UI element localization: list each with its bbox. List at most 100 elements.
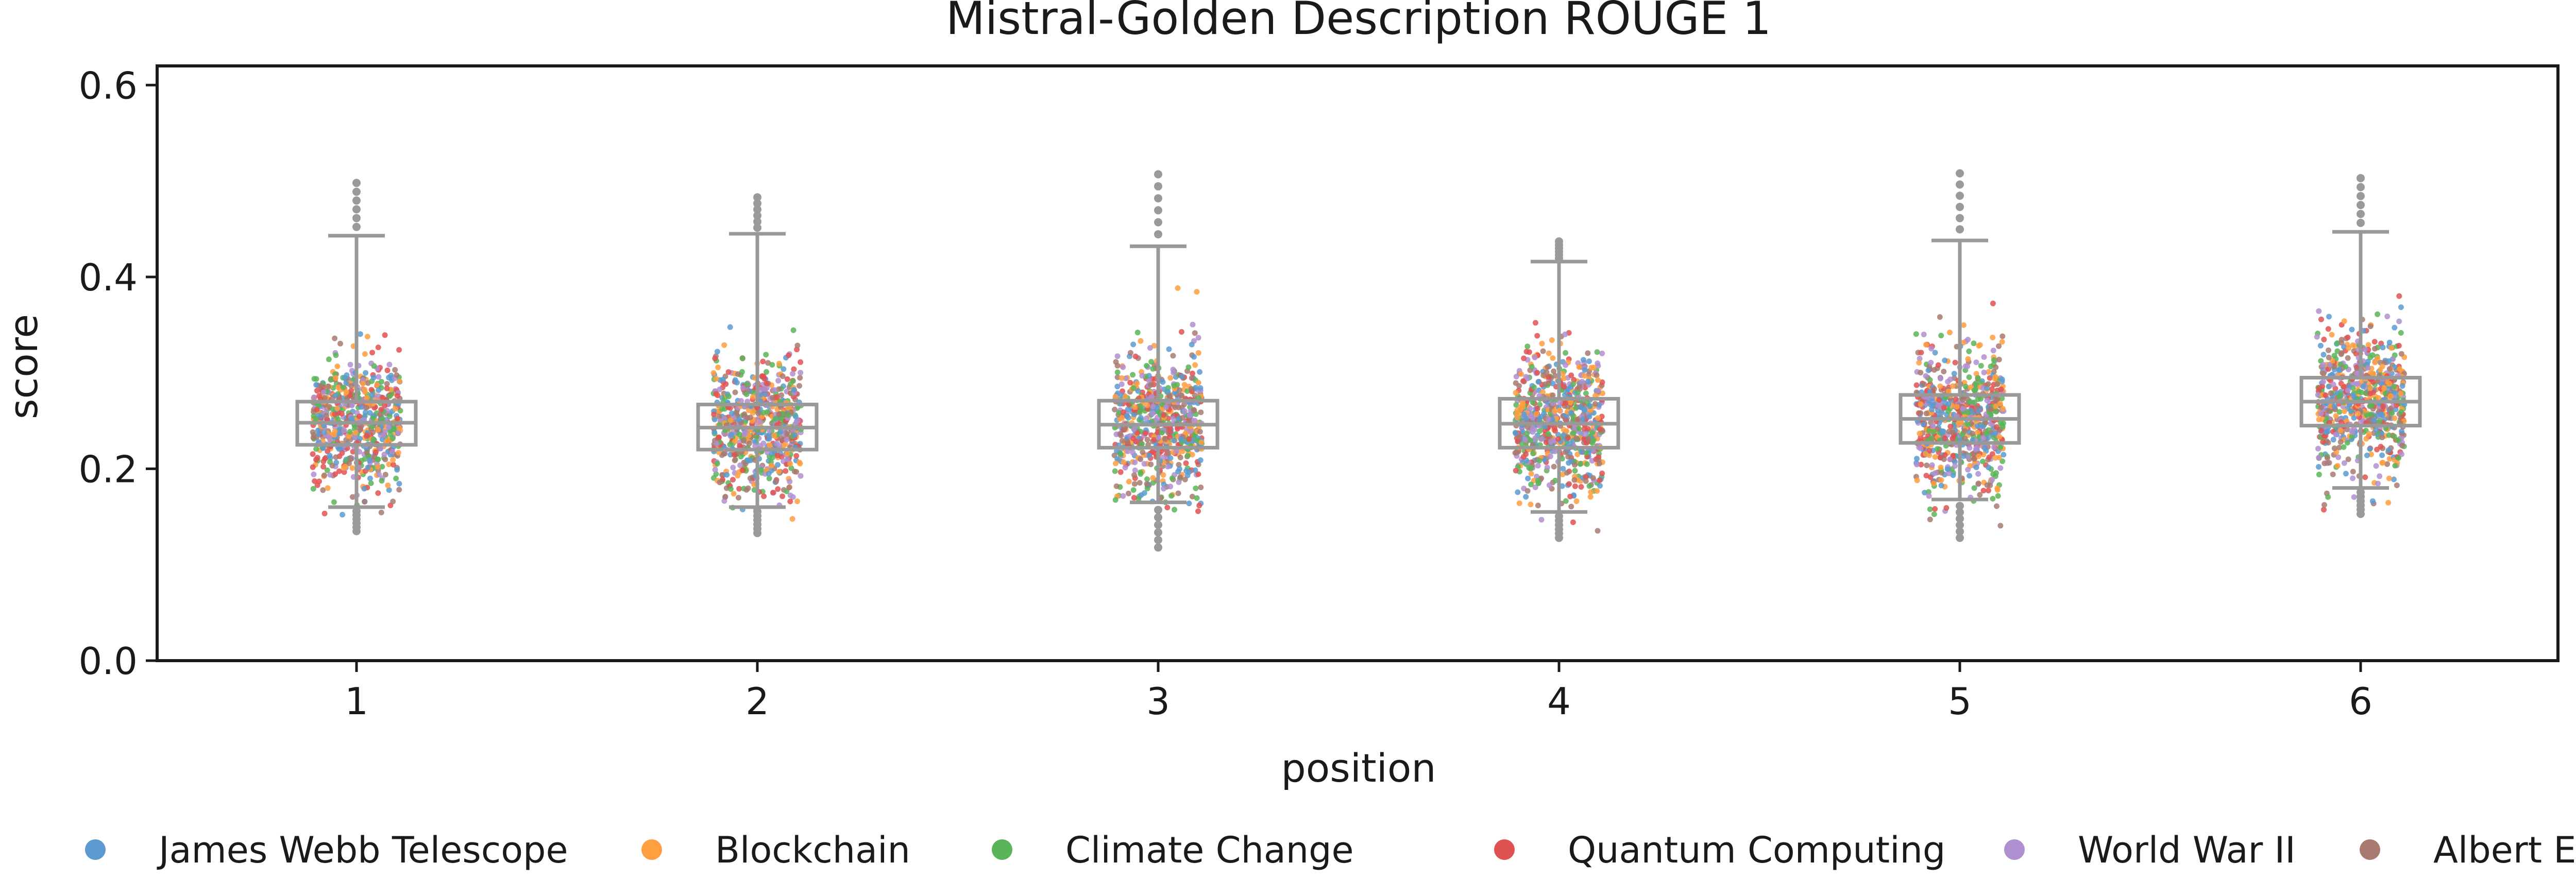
outlier-point (352, 205, 361, 214)
y-tick-label: 0.6 (78, 64, 138, 107)
data-point (773, 478, 779, 485)
data-point (1967, 473, 1973, 479)
data-point (1176, 479, 1182, 485)
data-point (341, 469, 347, 475)
data-point (2386, 415, 2392, 421)
data-point (1138, 471, 1144, 477)
data-point (1184, 453, 1191, 459)
data-point (392, 367, 398, 373)
data-point (1990, 334, 1996, 340)
data-point (1547, 453, 1553, 459)
data-point (2381, 386, 2387, 392)
data-point (2317, 342, 2324, 349)
data-point (1122, 393, 1128, 400)
data-point (1521, 355, 1527, 361)
box-position-1 (295, 179, 418, 536)
data-point (1132, 459, 1138, 465)
data-point (392, 406, 398, 412)
data-point (1191, 354, 1197, 360)
data-point (1551, 408, 1557, 414)
data-point (735, 371, 741, 377)
data-point (752, 443, 758, 449)
data-point (362, 409, 368, 416)
data-point (2350, 342, 2356, 348)
data-point (1195, 471, 1201, 477)
data-point (2388, 345, 2395, 351)
data-point (1192, 418, 1198, 424)
outlier-point (1154, 543, 1162, 552)
data-point (1594, 488, 1600, 494)
data-point (2395, 438, 2401, 443)
data-point (790, 371, 795, 377)
data-point (2315, 392, 2321, 398)
data-point (2396, 342, 2402, 349)
data-point (783, 468, 789, 474)
data-point (1962, 436, 1968, 442)
data-point (358, 404, 364, 410)
data-point (798, 359, 804, 365)
data-point (375, 463, 381, 470)
data-point (2370, 371, 2377, 377)
data-point (714, 440, 720, 446)
data-point (760, 373, 767, 379)
data-point (1573, 405, 1579, 411)
data-point (2326, 408, 2332, 414)
data-point (1990, 496, 1996, 502)
data-point (2355, 410, 2361, 417)
data-point (1124, 412, 1130, 419)
outlier-point (1154, 218, 1162, 227)
data-point (1986, 454, 1992, 460)
outlier-point (753, 211, 761, 220)
data-point (2369, 352, 2376, 358)
outlier-point (1956, 192, 1964, 200)
data-point (2321, 336, 2327, 342)
data-point (1561, 375, 1567, 382)
data-point (334, 364, 341, 369)
data-point (2352, 381, 2359, 387)
data-point (1545, 364, 1551, 370)
data-point (2386, 358, 2392, 364)
legend-label: World War II (2078, 829, 2296, 871)
data-point (1943, 505, 1950, 511)
data-point (363, 370, 369, 376)
data-point (2336, 367, 2342, 373)
data-point (735, 495, 741, 501)
data-point (387, 393, 393, 399)
data-point (1577, 383, 1583, 389)
data-point (1131, 481, 1138, 487)
data-point (721, 342, 727, 348)
data-point (790, 378, 796, 384)
data-point (1938, 333, 1944, 339)
data-point (1514, 450, 1519, 456)
data-point (787, 498, 793, 505)
data-point (2341, 444, 2347, 450)
data-point (1989, 386, 1995, 392)
data-point (1572, 468, 1578, 474)
data-point (1595, 377, 1601, 383)
data-point (791, 366, 797, 372)
data-point (1134, 380, 1140, 386)
data-point (1551, 463, 1557, 470)
data-point (774, 452, 781, 458)
legend-marker (1494, 839, 1515, 860)
data-point (1198, 485, 1204, 490)
data-point (1543, 439, 1549, 445)
data-point (741, 431, 748, 437)
data-point (766, 475, 772, 481)
data-point (747, 475, 753, 481)
data-point (1567, 493, 1573, 499)
data-point (1589, 429, 1596, 436)
data-point (752, 439, 758, 445)
data-point (2316, 455, 2322, 461)
data-point (728, 432, 735, 438)
data-point (1140, 449, 1146, 455)
data-point (1583, 390, 1589, 396)
legend-marker (2360, 839, 2380, 860)
data-point (720, 376, 726, 383)
data-point (1923, 410, 1929, 417)
data-point (1515, 489, 1521, 495)
data-point (1965, 467, 1971, 473)
data-point (332, 411, 338, 417)
data-point (333, 352, 339, 358)
data-point (739, 369, 745, 375)
